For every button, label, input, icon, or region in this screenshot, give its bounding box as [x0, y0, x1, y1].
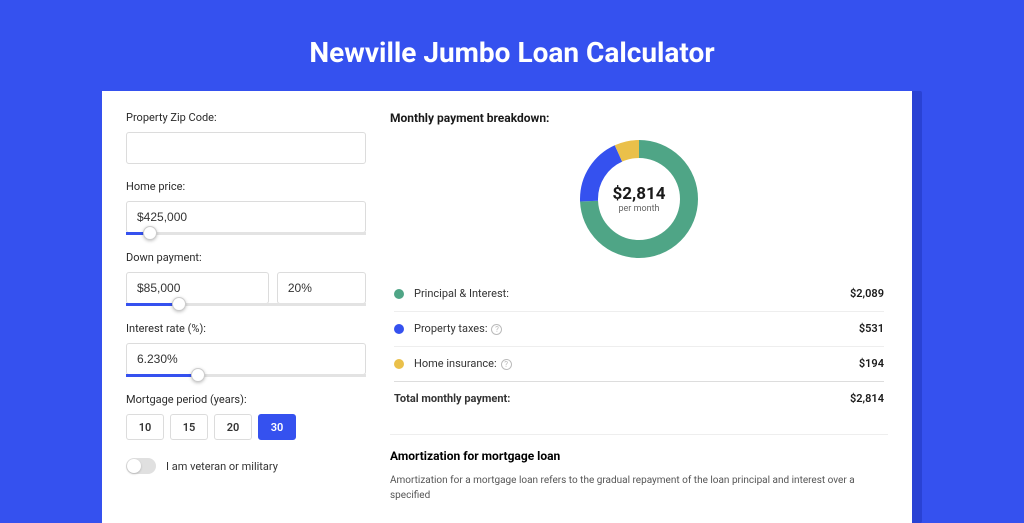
info-icon[interactable]: ?: [491, 324, 502, 335]
zip-input[interactable]: [126, 132, 366, 164]
donut-chart: $2,814 per month: [390, 139, 888, 259]
interest-label: Interest rate (%):: [126, 322, 366, 335]
home-price-label: Home price:: [126, 180, 366, 193]
home-price-input[interactable]: [126, 201, 366, 233]
down-payment-pct-input[interactable]: [277, 272, 366, 304]
zip-label: Property Zip Code:: [126, 111, 366, 124]
period-30[interactable]: 30: [258, 414, 296, 440]
interest-group: Interest rate (%):: [126, 322, 366, 377]
donut-center: $2,814 per month: [579, 139, 699, 259]
calculator-card: Property Zip Code: Home price: Down paym…: [102, 91, 912, 523]
period-label: Mortgage period (years):: [126, 393, 366, 406]
legend-row: Property taxes:?$531: [394, 311, 884, 346]
legend-dot-icon: [394, 324, 404, 334]
page-title: Newville Jumbo Loan Calculator: [0, 0, 1024, 91]
period-10[interactable]: 10: [126, 414, 164, 440]
home-price-slider[interactable]: [126, 232, 366, 235]
info-icon[interactable]: ?: [501, 359, 512, 370]
legend-dot-icon: [394, 289, 404, 299]
period-20[interactable]: 20: [214, 414, 252, 440]
legend-value: $194: [859, 357, 884, 370]
legend-label: Property taxes:?: [414, 322, 859, 335]
interest-input[interactable]: [126, 343, 366, 375]
veteran-row: I am veteran or military: [126, 458, 366, 474]
zip-group: Property Zip Code:: [126, 111, 366, 164]
veteran-toggle[interactable]: [126, 458, 156, 474]
legend-value: $531: [859, 322, 884, 335]
breakdown-panel: Monthly payment breakdown: $2,814 per mo…: [390, 111, 888, 503]
amortization-text: Amortization for a mortgage loan refers …: [390, 473, 888, 503]
form-panel: Property Zip Code: Home price: Down paym…: [126, 111, 366, 503]
legend-value: $2,089: [850, 287, 884, 300]
veteran-label: I am veteran or military: [166, 460, 278, 473]
donut-sub: per month: [618, 204, 659, 214]
period-15[interactable]: 15: [170, 414, 208, 440]
home-price-group: Home price:: [126, 180, 366, 235]
period-buttons: 10152030: [126, 414, 366, 440]
legend-label: Principal & Interest:: [414, 287, 850, 300]
total-value: $2,814: [850, 392, 884, 405]
legend-total: Total monthly payment:$2,814: [394, 381, 884, 416]
slider-thumb[interactable]: [143, 226, 157, 240]
period-group: Mortgage period (years): 10152030: [126, 393, 366, 440]
interest-slider[interactable]: [126, 374, 366, 377]
down-payment-label: Down payment:: [126, 251, 366, 264]
slider-thumb[interactable]: [172, 297, 186, 311]
legend-dot-icon: [394, 359, 404, 369]
down-payment-input[interactable]: [126, 272, 269, 304]
card-shadow: Property Zip Code: Home price: Down paym…: [102, 91, 922, 523]
legend-row: Principal & Interest:$2,089: [394, 277, 884, 311]
amortization-title: Amortization for mortgage loan: [390, 449, 888, 463]
slider-thumb[interactable]: [191, 368, 205, 382]
down-payment-slider[interactable]: [126, 303, 366, 306]
total-label: Total monthly payment:: [394, 392, 850, 405]
breakdown-title: Monthly payment breakdown:: [390, 111, 888, 125]
amortization-section: Amortization for mortgage loan Amortizat…: [390, 434, 888, 503]
down-payment-group: Down payment:: [126, 251, 366, 306]
legend-row: Home insurance:?$194: [394, 346, 884, 381]
legend: Principal & Interest:$2,089Property taxe…: [390, 277, 888, 416]
legend-label: Home insurance:?: [414, 357, 859, 370]
donut-value: $2,814: [613, 184, 666, 204]
